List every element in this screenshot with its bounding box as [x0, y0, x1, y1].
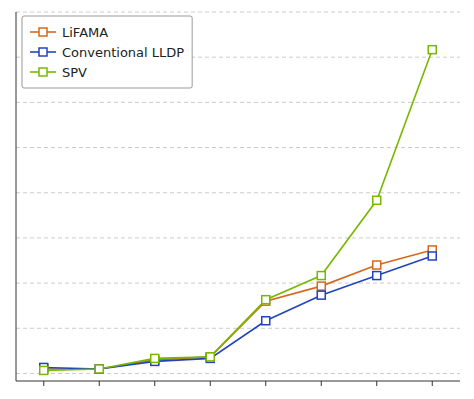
- legend-marker: [39, 28, 47, 36]
- point-marker: [40, 366, 48, 374]
- grid-line: [16, 192, 460, 193]
- series: [40, 252, 437, 373]
- y-axis-line: [16, 12, 17, 381]
- legend-marker: [39, 48, 47, 56]
- point-marker: [317, 291, 325, 299]
- grid-line: [16, 147, 460, 148]
- grid-line: [16, 373, 460, 374]
- point-marker: [262, 296, 270, 304]
- legend-marker: [39, 68, 47, 76]
- point-marker: [262, 317, 270, 325]
- grid-line: [16, 102, 460, 103]
- series-line: [44, 50, 433, 371]
- x-tick: [376, 381, 377, 386]
- grid-line: [16, 283, 460, 284]
- x-tick: [432, 381, 433, 386]
- point-marker: [428, 252, 436, 260]
- legend-label: SPV: [62, 65, 87, 80]
- point-marker: [95, 365, 103, 373]
- x-tick: [265, 381, 266, 386]
- chart-svg: LiFAMA Conventional LLDP SPV: [0, 0, 474, 399]
- point-marker: [317, 272, 325, 280]
- plot-area: [40, 46, 437, 375]
- point-marker: [206, 353, 214, 361]
- legend-label: LiFAMA: [62, 25, 108, 40]
- axes: [16, 12, 460, 386]
- point-marker: [317, 282, 325, 290]
- x-tick: [154, 381, 155, 386]
- series: [40, 246, 437, 373]
- series-line: [44, 256, 433, 369]
- point-marker: [151, 354, 159, 362]
- point-marker: [373, 272, 381, 280]
- legend-label: Conventional LLDP: [62, 45, 184, 60]
- x-axis-line: [16, 381, 460, 382]
- point-marker: [95, 365, 103, 373]
- grid-line: [16, 237, 460, 238]
- grid: [16, 12, 460, 373]
- grid-line: [16, 12, 460, 13]
- x-tick: [321, 381, 322, 386]
- point-marker: [373, 196, 381, 204]
- series-line: [44, 250, 433, 369]
- point-marker: [373, 261, 381, 269]
- legend-box: [22, 16, 192, 88]
- legend: LiFAMA Conventional LLDP SPV: [22, 16, 192, 88]
- x-tick: [210, 381, 211, 386]
- point-marker: [206, 353, 214, 361]
- point-marker: [95, 365, 103, 373]
- chart-container: LiFAMA Conventional LLDP SPV: [0, 0, 474, 399]
- x-tick: [99, 381, 100, 386]
- series: [40, 46, 437, 375]
- x-tick: [43, 381, 44, 386]
- point-marker: [428, 46, 436, 54]
